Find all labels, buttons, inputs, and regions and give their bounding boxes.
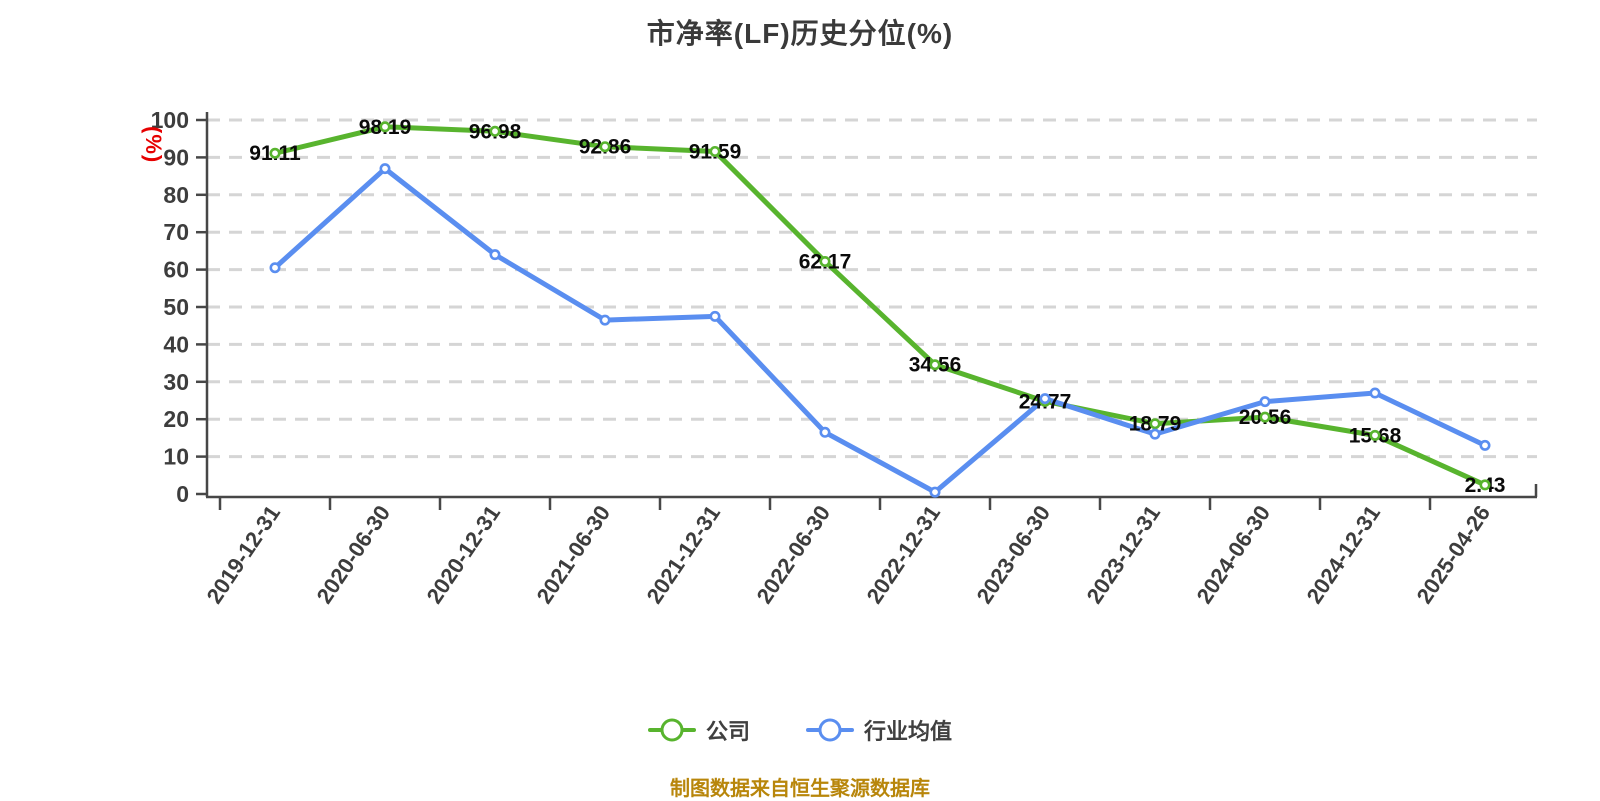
- data-point-行业均值: [1479, 439, 1491, 451]
- y-tick-label: 50: [163, 294, 189, 320]
- y-tick-label: 40: [163, 331, 189, 357]
- data-point-公司: [819, 255, 831, 267]
- series-line-行业均值: [272, 166, 1488, 495]
- data-source-caption: 制图数据来自恒生聚源数据库: [670, 778, 930, 800]
- data-point-行业均值: [1039, 393, 1051, 405]
- legend-label-industry-average: 行业均值: [864, 719, 953, 744]
- data-point-公司: [1479, 479, 1491, 491]
- data-point-公司: [1369, 429, 1381, 441]
- gridlines: [207, 118, 1537, 459]
- legend-label-company: 公司: [705, 719, 750, 744]
- y-tick-label: 100: [151, 107, 189, 133]
- data-point-行业均值: [489, 249, 501, 261]
- plot-area: 0 10 20 30 40 50 60 70 80 90 100 2019-12-31 2020-06-…: [151, 107, 1538, 608]
- data-point-公司: [379, 121, 391, 133]
- axes: 0 10 20 30 40 50 60 70 80 90 100 2019-12-31 2020-06-…: [151, 107, 1538, 608]
- data-point-行业均值: [819, 426, 831, 438]
- x-tick-label: 2025-04-26: [1411, 501, 1495, 608]
- legend-item-industry-average[interactable]: 行业均值: [806, 714, 952, 746]
- x-tick-label: 2019-12-31: [201, 501, 285, 608]
- data-point-公司: [709, 145, 721, 157]
- data-point-公司: [1259, 411, 1271, 423]
- data-point-公司: [929, 359, 941, 371]
- y-tick-label: 80: [163, 182, 189, 208]
- data-point-行业均值: [929, 486, 941, 498]
- y-tick-label: 60: [163, 257, 189, 283]
- y-tick-label: 0: [176, 481, 189, 507]
- data-point-公司: [1149, 418, 1161, 430]
- x-tick-label: 2022-12-31: [861, 501, 945, 608]
- chart-title: 市净率(LF)历史分位(%): [646, 18, 954, 49]
- industry-legend-marker-icon: [806, 717, 854, 743]
- data-point-行业均值: [1369, 387, 1381, 399]
- data-point-公司: [599, 141, 611, 153]
- data-point-行业均值: [599, 314, 611, 326]
- series-markers: [269, 121, 1491, 498]
- x-tick-label: 2023-12-31: [1081, 501, 1165, 608]
- y-tick-label: 10: [163, 444, 189, 470]
- data-point-公司: [489, 125, 501, 137]
- series-lines: [272, 124, 1488, 495]
- legend-item-company[interactable]: 公司: [647, 714, 750, 746]
- company-legend-circle: [660, 718, 684, 742]
- y-axis-unit-label: (%): [141, 126, 166, 164]
- y-tick-label: 90: [163, 144, 189, 170]
- company-legend-marker-icon: [647, 717, 696, 743]
- y-tick-label: 20: [163, 406, 189, 432]
- x-tick-label: 2024-12-31: [1301, 501, 1385, 608]
- data-point-行业均值: [269, 262, 281, 274]
- legend: 公司 行业均值: [0, 714, 1600, 746]
- x-tick-label: 2020-06-30: [311, 501, 395, 608]
- x-tick-label: 2021-12-31: [641, 501, 725, 608]
- x-tick-label: 2022-06-30: [751, 501, 835, 608]
- x-tick-label: 2024-06-30: [1191, 501, 1275, 608]
- y-tick-label: 70: [163, 219, 189, 245]
- industry-legend-circle: [818, 718, 842, 742]
- data-point-公司: [269, 147, 281, 159]
- y-tick-label: 30: [163, 369, 189, 395]
- data-point-行业均值: [379, 163, 391, 175]
- data-point-行业均值: [1149, 428, 1161, 440]
- x-tick-label: 2020-12-31: [421, 501, 505, 608]
- series-line-公司: [272, 124, 1488, 488]
- x-tick-label: 2021-06-30: [531, 501, 615, 608]
- data-point-行业均值: [1259, 396, 1271, 408]
- x-tick-label: 2023-06-30: [971, 501, 1055, 608]
- data-point-行业均值: [709, 310, 721, 322]
